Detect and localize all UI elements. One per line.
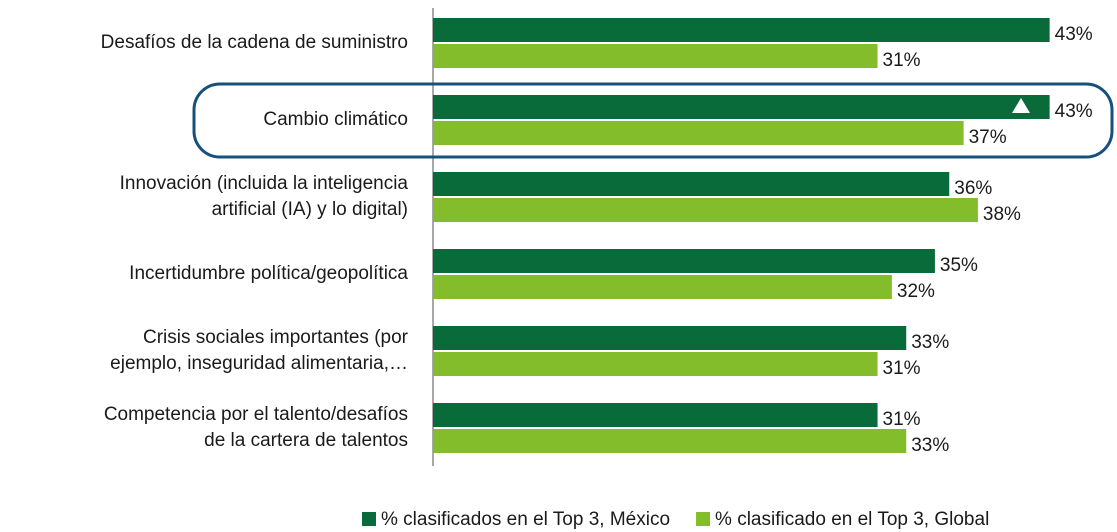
value-label: 43% <box>1055 101 1093 122</box>
value-label: 37% <box>969 127 1007 148</box>
value-label: 33% <box>911 332 949 353</box>
bar <box>433 326 907 350</box>
legend-label: % clasificado en el Top 3, Global <box>715 509 989 530</box>
bar <box>433 44 878 68</box>
highlight-box <box>192 82 1114 159</box>
value-label: 38% <box>983 204 1021 225</box>
legend-swatch <box>362 512 376 526</box>
bar <box>433 198 978 222</box>
bar <box>433 429 907 453</box>
bar <box>433 121 964 145</box>
value-label: 31% <box>883 358 921 379</box>
bar <box>433 275 892 299</box>
legend-swatch <box>696 512 711 526</box>
value-label: 32% <box>897 281 935 302</box>
category-label: Innovación (incluida la inteligencia art… <box>119 173 408 220</box>
trend-marker <box>1012 98 1030 113</box>
category-label: Competencia por el talento/desafíos de l… <box>103 404 408 451</box>
category-label: Incertidumbre política/geopolítica <box>129 263 408 284</box>
bar <box>433 249 935 273</box>
category-label: Desafíos de la cadena de suministro <box>100 32 408 53</box>
value-label: 43% <box>1055 24 1093 45</box>
bar <box>433 95 1050 119</box>
bar <box>433 18 1050 42</box>
bar <box>433 172 950 196</box>
value-label: 35% <box>940 255 978 276</box>
value-label: 33% <box>911 435 949 456</box>
category-label: Cambio climático <box>263 109 408 130</box>
category-label: Crisis sociales importantes (por ejemplo… <box>110 327 408 374</box>
value-label: 36% <box>954 178 992 199</box>
bar <box>433 352 878 376</box>
bar <box>433 403 878 427</box>
legend-label: % clasificados en el Top 3, México <box>381 509 670 530</box>
value-label: 31% <box>883 409 921 430</box>
value-label: 31% <box>883 50 921 71</box>
